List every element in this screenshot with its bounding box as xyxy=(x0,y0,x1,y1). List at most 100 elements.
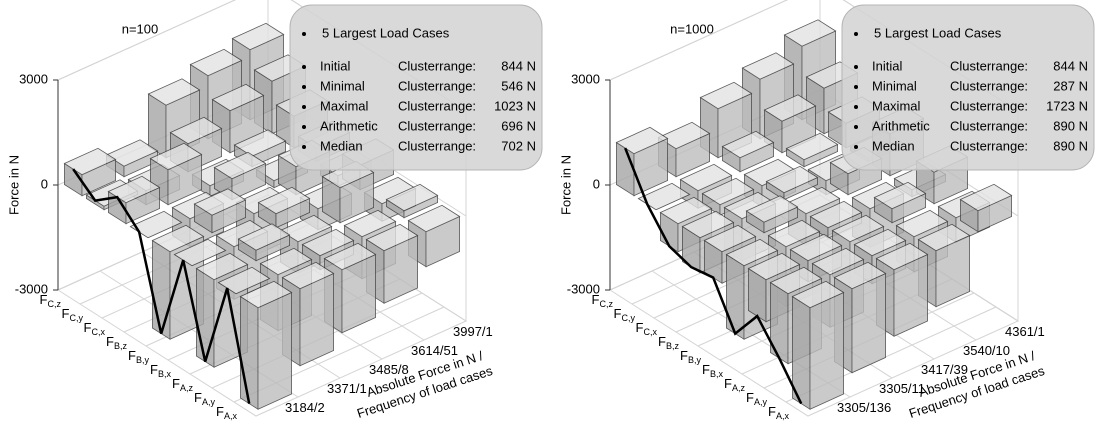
bar-top xyxy=(231,22,285,51)
y-axis-label: Force in N xyxy=(558,155,573,215)
legend-key: Clusterrange: xyxy=(398,98,476,113)
bar-top xyxy=(189,48,243,77)
bullet xyxy=(854,125,858,129)
bar xyxy=(385,183,439,219)
bar-top xyxy=(769,266,823,295)
bar-top xyxy=(959,183,1013,212)
bar-top xyxy=(281,261,335,290)
legend-key: Clusterrange: xyxy=(398,118,476,133)
force-label: FC,y xyxy=(62,306,84,323)
bar-top xyxy=(279,214,333,243)
force-label: FC,y xyxy=(614,306,636,323)
bar-front xyxy=(299,272,335,367)
bar-top xyxy=(703,224,757,253)
bullet xyxy=(854,65,858,69)
bullet xyxy=(854,105,858,109)
bar-top xyxy=(873,181,927,210)
force-label: FB,x xyxy=(150,362,171,379)
force-label: FB,y xyxy=(128,348,149,365)
legend-box xyxy=(289,4,543,171)
bar-front xyxy=(809,291,844,410)
legend-title: 5 Largest Load Cases xyxy=(322,25,450,40)
legend-key: Clusterrange: xyxy=(398,138,476,153)
bullet xyxy=(854,32,858,36)
y-tick-label: 3000 xyxy=(571,71,600,86)
bar-top xyxy=(147,78,201,106)
bar-top xyxy=(195,252,249,281)
bar-top xyxy=(365,223,419,252)
cluster-label: 3305/136 xyxy=(837,400,891,415)
bar-side xyxy=(239,295,259,410)
bar-top xyxy=(917,223,971,252)
bar xyxy=(785,132,839,168)
y-tick-label: 3000 xyxy=(19,71,48,86)
bullet xyxy=(302,105,306,109)
grid-line xyxy=(57,0,237,81)
force-label: FA,y xyxy=(746,390,767,407)
bar-top xyxy=(831,214,885,243)
legend-key: Clusterrange: xyxy=(950,58,1028,73)
bar xyxy=(129,210,183,239)
bar xyxy=(63,147,117,197)
bar-top xyxy=(763,94,817,122)
cluster-label: 3417/39 xyxy=(921,362,968,377)
force-label: FA,x xyxy=(216,404,237,421)
legend-label: Maximal xyxy=(872,98,921,113)
bullet xyxy=(854,145,858,149)
cluster-label: 3997/1 xyxy=(453,324,493,339)
bar xyxy=(873,181,927,224)
bar-top xyxy=(833,261,887,290)
legend-label: Minimal xyxy=(320,78,365,93)
legend-label: Initial xyxy=(320,58,350,73)
y-tick-label: -3000 xyxy=(567,281,600,296)
panel-title: n=100 xyxy=(122,21,159,36)
bar xyxy=(239,280,293,410)
bar xyxy=(721,130,775,173)
cluster-label: 3540/10 xyxy=(963,343,1010,358)
bar-top xyxy=(785,132,839,161)
bar xyxy=(237,223,291,262)
highlight-line xyxy=(624,147,803,405)
bar-front xyxy=(851,272,886,374)
legend-key: Clusterrange: xyxy=(950,98,1028,113)
bar-top xyxy=(809,200,863,229)
bar-top xyxy=(637,182,691,211)
legend-key: Clusterrange: xyxy=(398,78,476,93)
bar-top xyxy=(63,147,117,176)
bar-top xyxy=(323,242,377,271)
legend-title: 5 Largest Load Cases xyxy=(874,25,1002,40)
bar-top xyxy=(239,280,293,309)
bar-top xyxy=(679,163,733,192)
legend-value: 844 N xyxy=(501,58,536,73)
bar-top xyxy=(699,81,753,110)
y-axis-label: Force in N xyxy=(6,155,21,215)
bar-top xyxy=(343,209,397,238)
highlight-line xyxy=(72,168,251,404)
bar-top xyxy=(107,175,161,204)
bar xyxy=(193,188,247,234)
force-label: FC,z xyxy=(592,292,614,309)
bar-top xyxy=(681,210,735,239)
bullet xyxy=(854,85,858,89)
bar-top xyxy=(173,238,227,267)
bar-top xyxy=(257,186,311,215)
bar-side xyxy=(195,267,215,368)
bar-top xyxy=(875,242,929,271)
force-label: FB,y xyxy=(680,348,701,365)
legend-label: Median xyxy=(320,138,363,153)
bar-top xyxy=(767,219,821,248)
bar-top xyxy=(725,238,779,267)
y-tick-label: 0 xyxy=(593,176,600,191)
legend-key: Clusterrange: xyxy=(950,138,1028,153)
bar-top xyxy=(657,121,711,150)
force-label: FA,x xyxy=(768,404,789,421)
bar-side xyxy=(151,239,171,340)
force-label: FA,z xyxy=(724,376,745,393)
legend-label: Arithmetic xyxy=(872,118,930,133)
bar-top xyxy=(721,130,775,159)
bar-top xyxy=(213,151,267,180)
y-tick-label: -3000 xyxy=(15,281,48,296)
legend-label: Initial xyxy=(872,58,902,73)
legend-value: 287 N xyxy=(1053,78,1088,93)
